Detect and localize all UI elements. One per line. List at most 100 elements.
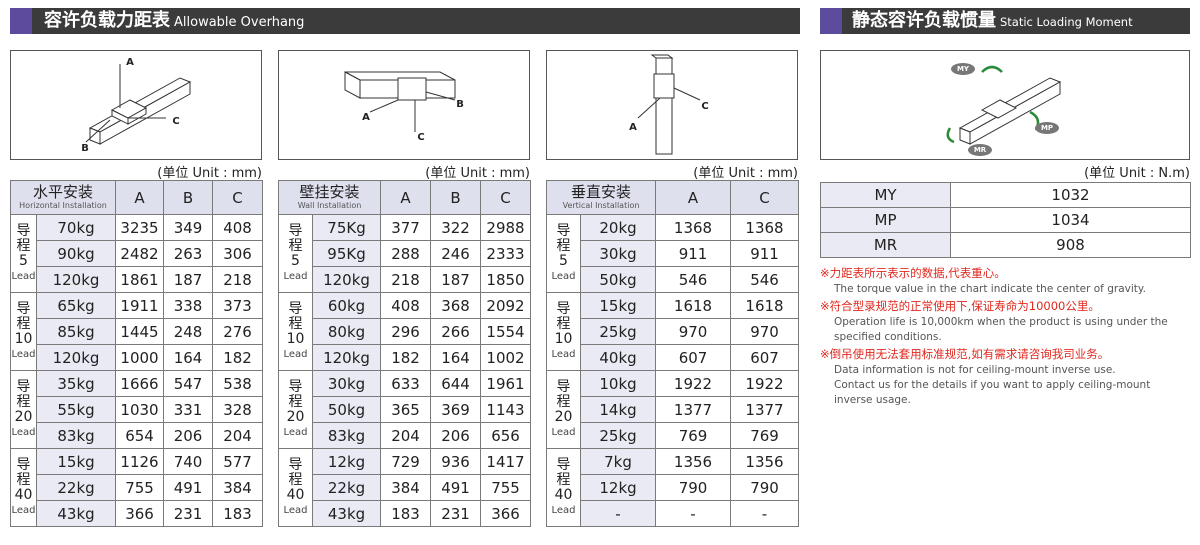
value-cell: 368 [430, 292, 482, 319]
value-cell: 607 [730, 344, 800, 371]
value-cell: 911 [730, 240, 800, 267]
value-cell: 1911 [115, 292, 165, 319]
table-row: 55kg 1030 331 328 [11, 396, 264, 423]
load-cell: 25kg [579, 318, 657, 345]
value-cell: 607 [655, 344, 732, 371]
moment-badges [951, 63, 1059, 156]
moment-table: MY 1032 MP 1034 MR 908 [820, 182, 1191, 258]
value-cell: 1030 [115, 396, 165, 423]
load-cell: 120kg [311, 344, 382, 371]
column-header: A [115, 180, 165, 215]
load-cell: 43kg [35, 500, 117, 527]
lead-cell: 导程 40 Lead [546, 448, 581, 527]
value-cell: 322 [430, 214, 482, 241]
value-cell: 491 [163, 474, 214, 501]
value-cell: 1554 [480, 318, 532, 345]
table-row: 22kg 755 491 384 [11, 474, 264, 501]
title-zh: 静态容许负载惯量 [852, 10, 996, 31]
value-cell: 1445 [115, 318, 165, 345]
value-cell: 408 [380, 292, 432, 319]
value-cell: 263 [163, 240, 214, 267]
moment-value: 1034 [950, 207, 1191, 233]
load-cell: 20kg [579, 214, 657, 241]
unit-label: (单位 Unit : mm) [157, 166, 262, 181]
load-cell: 120kg [35, 266, 117, 293]
note-zh: ※符合型录规范的正常使用下,保证寿命为10000公里。 [820, 299, 1100, 313]
value-cell: 546 [730, 266, 800, 293]
header-row: 水平安装 Horizontal Installation A B C [9, 180, 264, 215]
lead-zh: 导程 [16, 378, 31, 410]
value-cell: 218 [380, 266, 432, 293]
diagram-label: C [172, 116, 179, 127]
moment-row: MP 1034 [820, 207, 1191, 233]
load-cell: 22kg [35, 474, 117, 501]
lead-en: Lead [551, 270, 576, 282]
note-en: Data information is not for ceiling-moun… [834, 364, 1116, 376]
diagram-label: A [362, 112, 370, 123]
header-cell: 壁挂安装 Wall Installation [277, 180, 382, 215]
moment-name: MP [820, 207, 951, 233]
value-cell: 755 [480, 474, 532, 501]
value-cell: 2988 [480, 214, 532, 241]
value-cell: 206 [430, 422, 482, 449]
notes: ※力距表所示表示的数据,代表重心。 The torque value in the… [820, 264, 1200, 408]
value-cell: 183 [212, 500, 264, 527]
table-row: 50kg 365 369 1143 [279, 396, 532, 423]
lead-en: Lead [11, 504, 36, 516]
value-cell: 328 [212, 396, 264, 423]
load-cell: 60kg [311, 292, 382, 319]
column-header: C [212, 180, 264, 215]
load-cell: 120kg [35, 344, 117, 371]
value-cell: 538 [212, 370, 264, 397]
table-row: 导程 5 Lead 75Kg 377 322 2988 [278, 214, 532, 293]
table-title-en: Vertical Installation [562, 201, 640, 210]
load-cell: 15kg [579, 292, 657, 319]
title-zh: 容许负载力距表 [44, 10, 170, 31]
lead-cell: 导程 20 Lead [278, 370, 313, 449]
table-row: 120kg 1000 164 182 [11, 344, 264, 371]
data-table: 壁挂安装 Wall Installation A B C 导程 5 Lead 75Kg 377 32… [277, 180, 532, 527]
value-cell: 306 [212, 240, 264, 267]
value-cell: 644 [430, 370, 482, 397]
diagram-label: MY [957, 65, 970, 73]
value-cell: 204 [380, 422, 432, 449]
moment-row: MY 1032 [820, 182, 1191, 208]
table-row: 导程 40 Lead 15kg 1126 740 577 [10, 448, 264, 527]
value-cell: 366 [115, 500, 165, 527]
value-cell: 182 [380, 344, 432, 371]
value-cell: 1618 [655, 292, 732, 319]
value-cell: 408 [212, 214, 264, 241]
table-row: 83kg 204 206 656 [279, 422, 532, 449]
note-en: The torque value in the chart indicate t… [834, 283, 1146, 295]
table-row: 导程 20 Lead 35kg 1666 547 538 [10, 370, 264, 449]
value-cell: 1356 [730, 448, 800, 475]
lead-number: 10 [286, 330, 305, 347]
value-cell: 546 [655, 266, 732, 293]
lead-cell: 导程 10 Lead [546, 292, 581, 371]
table-row: 43kg 183 231 366 [279, 500, 532, 527]
value-cell: 1961 [480, 370, 532, 397]
data-table: 水平安装 Horizontal Installation A B C 导程 5 Lead 70k… [9, 180, 264, 527]
diagram-boxes [10, 50, 1190, 160]
diagram-label: MR [974, 146, 987, 154]
value-cell: 288 [380, 240, 432, 267]
load-cell: 14kg [579, 396, 657, 423]
header-row: 壁挂安装 Wall Installation A B C [277, 180, 532, 215]
lead-en: Lead [283, 426, 308, 438]
value-cell: 790 [730, 474, 800, 501]
value-cell: 182 [212, 344, 264, 371]
header-bar [10, 8, 800, 34]
table-row: 30kg 911 911 [547, 240, 800, 267]
moment-name: MY [820, 182, 951, 208]
table-row: 40kg 607 607 [547, 344, 800, 371]
table-row: 导程 40 Lead 7kg 1356 1356 [546, 448, 800, 527]
lead-en: Lead [283, 270, 308, 282]
value-cell: 547 [163, 370, 214, 397]
value-cell: 369 [430, 396, 482, 423]
value-cell: 296 [380, 318, 432, 345]
value-cell: 377 [380, 214, 432, 241]
column-header: C [730, 180, 800, 215]
load-cell: 70kg [35, 214, 117, 241]
table-row: 85kg 1445 248 276 [11, 318, 264, 345]
